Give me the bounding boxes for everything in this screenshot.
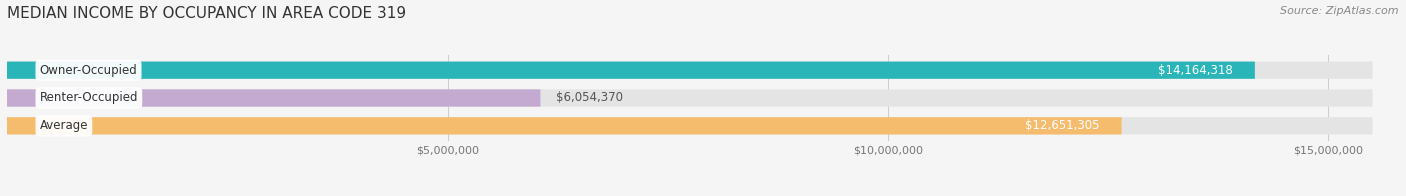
Text: $6,054,370: $6,054,370: [557, 92, 623, 104]
FancyBboxPatch shape: [7, 89, 1372, 107]
Text: $14,164,318: $14,164,318: [1159, 64, 1233, 77]
Text: Source: ZipAtlas.com: Source: ZipAtlas.com: [1281, 6, 1399, 16]
Text: Owner-Occupied: Owner-Occupied: [39, 64, 138, 77]
Text: Renter-Occupied: Renter-Occupied: [39, 92, 138, 104]
FancyBboxPatch shape: [7, 117, 1122, 134]
FancyBboxPatch shape: [7, 117, 1372, 134]
Text: Average: Average: [39, 119, 89, 132]
FancyBboxPatch shape: [7, 89, 540, 107]
Text: $12,651,305: $12,651,305: [1025, 119, 1099, 132]
Text: MEDIAN INCOME BY OCCUPANCY IN AREA CODE 319: MEDIAN INCOME BY OCCUPANCY IN AREA CODE …: [7, 6, 406, 21]
FancyBboxPatch shape: [7, 62, 1372, 79]
FancyBboxPatch shape: [7, 62, 1256, 79]
